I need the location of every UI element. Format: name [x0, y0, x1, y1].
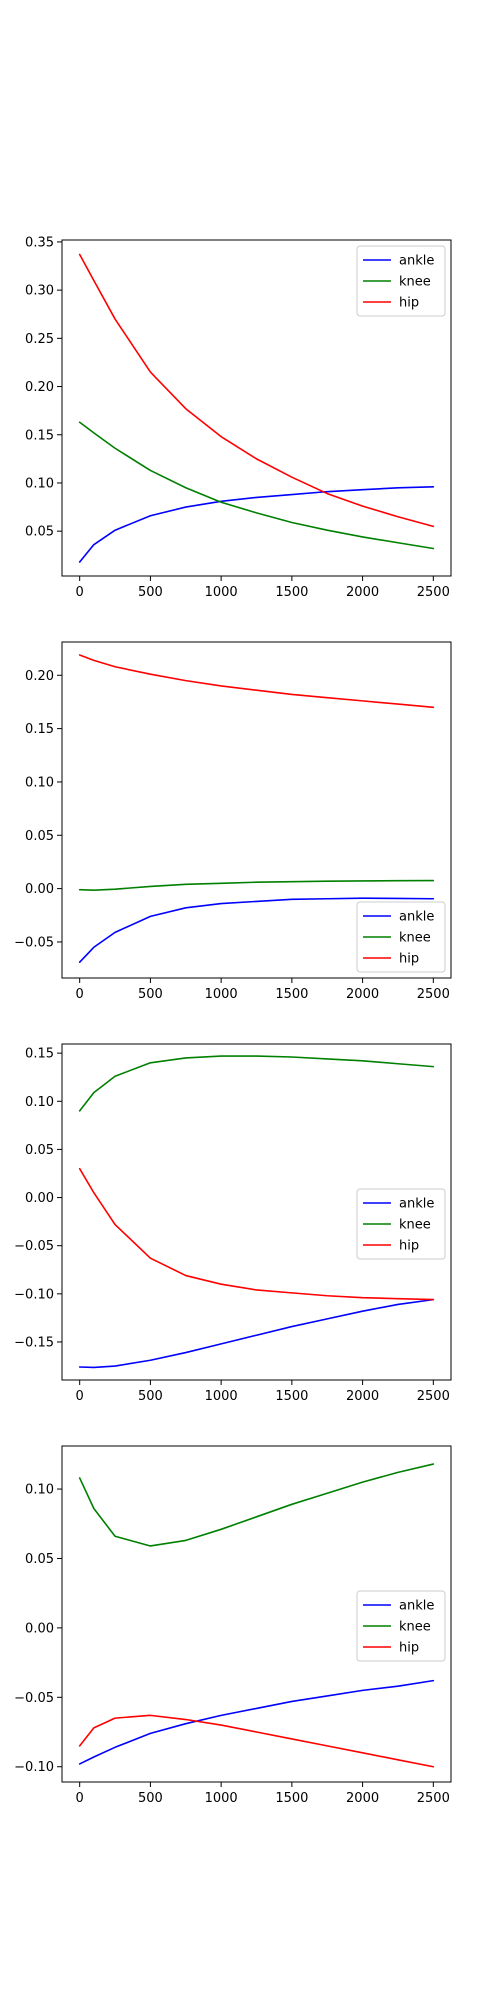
chart-1: 0 500 1000 1500 2000 2500 0.05 0.10 0.15 0.20 0.25… — [25, 235, 452, 600]
y-tick-label: 0.05 — [25, 829, 54, 844]
series-line-knee — [78, 1055, 435, 1112]
y-tick-label: 0.10 — [25, 476, 54, 491]
legend-box — [356, 1188, 446, 1260]
chart-3: 0 500 1000 1500 2000 2500 −0.15 −0.10 −0.05 0.00 0… — [14, 1043, 452, 1404]
y-tick-label: 0.05 — [25, 525, 54, 540]
y-tick-label: 0.05 — [25, 1552, 54, 1567]
x-tick-label: 2500 — [417, 987, 450, 1002]
legend-label-knee: knee — [399, 1218, 431, 1233]
legend-label-ankle: ankle — [399, 254, 434, 269]
series-line-hip — [78, 1714, 435, 1768]
y-tick-label: 0.20 — [25, 669, 54, 684]
x-tick-label: 1500 — [275, 1389, 308, 1404]
x-tick-label: 0 — [76, 987, 84, 1002]
x-tick-label: 1500 — [275, 987, 308, 1002]
legend-label-hip: hip — [399, 1641, 419, 1656]
legend-label-ankle: ankle — [399, 1197, 434, 1212]
y-tick-label: 0.10 — [25, 775, 54, 790]
x-tick-label: 500 — [138, 1389, 163, 1404]
y-tick-label: −0.05 — [14, 935, 54, 950]
y-tick-label: 0.00 — [25, 882, 54, 897]
chart-4: 0 500 1000 1500 2000 2500 −0.10 −0.05 0.00 0.05 0.… — [14, 1445, 452, 1806]
legend: ankle knee hip — [356, 1188, 446, 1260]
y-tick-label: 0.25 — [25, 332, 54, 347]
legend-label-knee: knee — [399, 1620, 431, 1635]
x-tick-label: 1000 — [205, 1791, 238, 1806]
axes-frame — [61, 239, 452, 577]
x-tick-label: 1500 — [275, 585, 308, 600]
legend-box — [356, 901, 446, 973]
legend-label-knee: knee — [399, 931, 431, 946]
x-tick-label: 500 — [138, 1791, 163, 1806]
x-tick-label: 2000 — [346, 1389, 379, 1404]
y-tick-label: −0.10 — [14, 1287, 54, 1302]
y-tick-label: 0.15 — [25, 722, 54, 737]
axes-frame — [61, 641, 452, 979]
series-line-hip — [78, 654, 435, 709]
x-tick-label: 0 — [76, 1389, 84, 1404]
legend-label-hip: hip — [399, 296, 419, 311]
y-tick-label: 0.30 — [25, 284, 54, 299]
legend: ankle knee hip — [356, 245, 446, 317]
chart-2: 0 500 1000 1500 2000 2500 −0.05 0.00 0.05 0.10 0.1… — [14, 641, 452, 1002]
y-tick-label: 0.10 — [25, 1483, 54, 1498]
y-tick-label: 0.00 — [25, 1621, 54, 1636]
x-tick-label: 2000 — [346, 585, 379, 600]
legend-label-hip: hip — [399, 952, 419, 967]
y-tick-label: −0.10 — [14, 1760, 54, 1775]
legend: ankle knee hip — [356, 1590, 446, 1662]
legend-label-ankle: ankle — [399, 910, 434, 925]
y-tick-label: −0.05 — [14, 1239, 54, 1254]
x-tick-label: 1500 — [275, 1791, 308, 1806]
series-line-hip — [78, 253, 435, 528]
axes-frame — [61, 1445, 452, 1783]
x-tick-label: 2000 — [346, 987, 379, 1002]
y-tick-label: −0.15 — [14, 1335, 54, 1350]
series-line-ankle — [78, 1679, 435, 1765]
y-tick-label: −0.05 — [14, 1691, 54, 1706]
legend-label-knee: knee — [399, 275, 431, 290]
x-tick-label: 2500 — [417, 1791, 450, 1806]
x-tick-label: 500 — [138, 585, 163, 600]
series-line-ankle — [78, 486, 435, 563]
series-line-knee — [78, 1463, 435, 1547]
y-tick-label: 0.00 — [25, 1191, 54, 1206]
y-tick-label: 0.20 — [25, 380, 54, 395]
y-tick-label: 0.10 — [25, 1095, 54, 1110]
x-tick-label: 1000 — [205, 1389, 238, 1404]
y-tick-label: 0.15 — [25, 428, 54, 443]
legend-box — [356, 245, 446, 317]
x-tick-label: 500 — [138, 987, 163, 1002]
series-line-knee — [78, 879, 435, 892]
axes-frame — [61, 1043, 452, 1381]
x-tick-label: 0 — [76, 585, 84, 600]
series-line-ankle — [78, 1298, 435, 1369]
x-tick-label: 0 — [76, 1791, 84, 1806]
x-tick-label: 2000 — [346, 1791, 379, 1806]
legend-label-hip: hip — [399, 1239, 419, 1254]
legend-label-ankle: ankle — [399, 1599, 434, 1614]
series-line-knee — [78, 421, 435, 550]
series-line-hip — [78, 1167, 435, 1301]
y-tick-label: 0.15 — [25, 1047, 54, 1062]
y-tick-label: 0.35 — [25, 235, 54, 250]
x-tick-label: 2500 — [417, 585, 450, 600]
x-tick-label: 1000 — [205, 987, 238, 1002]
y-tick-label: 0.05 — [25, 1143, 54, 1158]
x-tick-label: 1000 — [205, 585, 238, 600]
series-line-ankle — [78, 897, 435, 964]
x-tick-label: 2500 — [417, 1389, 450, 1404]
legend: ankle knee hip — [356, 901, 446, 973]
legend-box — [356, 1590, 446, 1662]
